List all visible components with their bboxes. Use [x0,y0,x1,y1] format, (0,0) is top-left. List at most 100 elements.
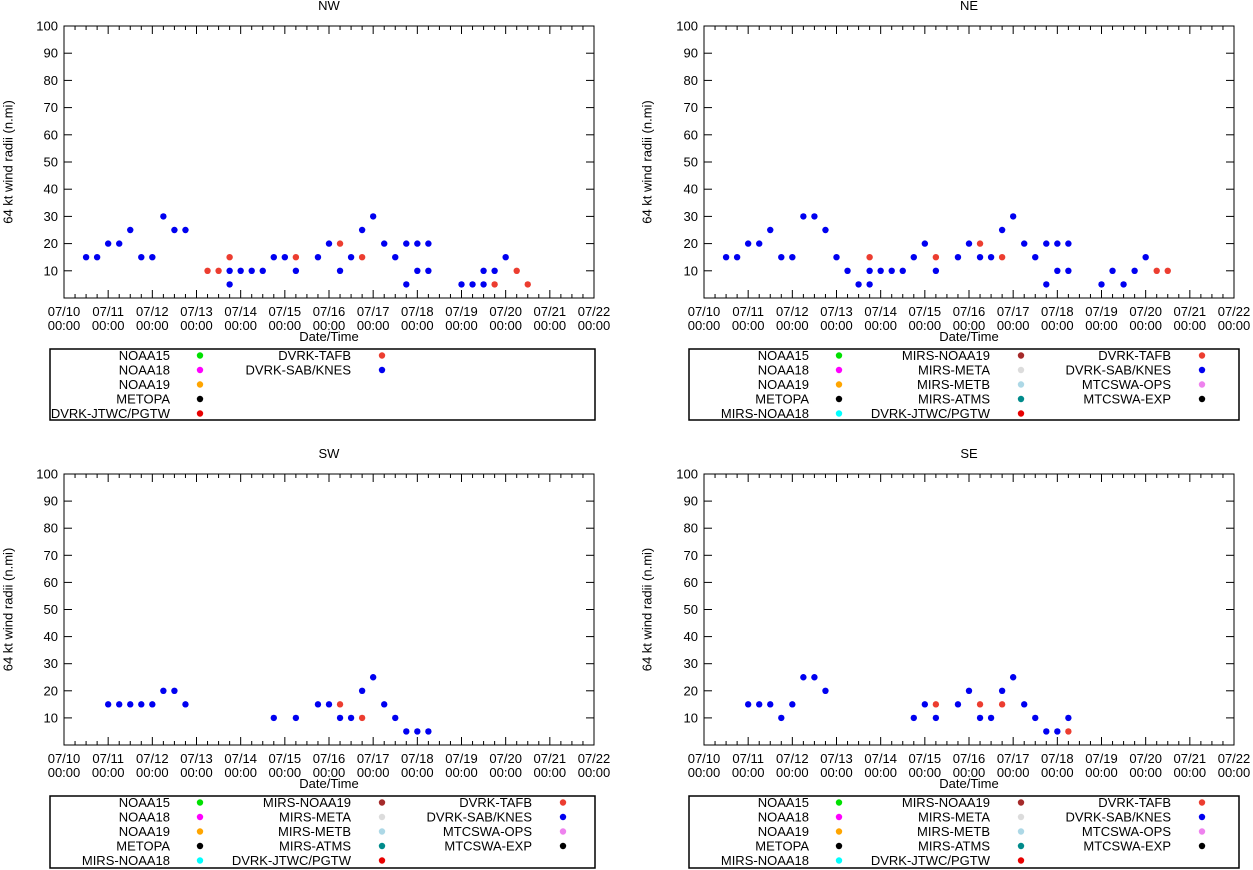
legend-entry: NOAA18 [119,810,204,825]
data-point [965,687,973,694]
data-point [778,254,785,261]
x-tick-date: 07/18 [401,751,434,766]
legend-marker [835,842,843,850]
y-tick-label: 40 [44,629,58,644]
data-point [1131,267,1138,274]
legend-label: NOAA15 [758,795,809,810]
legend-label: MIRS-METB [917,377,990,392]
x-tick-time: 00:00 [688,765,721,780]
x-tick-time: 00:00 [776,765,809,780]
y-tick-label: 10 [684,263,698,278]
axis-ticks [63,473,595,745]
data-point [127,701,134,708]
data-point [259,267,266,274]
legend-label: METOPA [116,839,170,854]
chart-panel-sw: SW 64 kt wind radii (n.mi) Date/Time 10 20 30… [1,446,611,869]
x-tick-date: 07/17 [997,304,1030,319]
x-tick-date: 07/10 [48,304,81,319]
data-point [171,226,178,234]
legend-marker [1017,395,1025,403]
x-tick-date: 07/12 [136,304,169,319]
data-point [469,281,476,288]
x-tick-time: 00:00 [820,765,853,780]
y-tick-label: 30 [44,209,58,224]
data-point [116,701,123,708]
data-point [932,714,940,722]
data-point [1043,728,1050,735]
data-points [82,213,531,288]
y-tick-label: 60 [44,127,58,142]
legend-marker [1198,395,1206,403]
legend-marker [196,857,204,864]
data-point [1009,674,1017,681]
data-point [756,240,763,247]
x-tick-date: 07/22 [578,751,611,766]
legend-entry: METOPA [755,839,843,854]
plot-frame [703,473,1235,746]
x-tick-time: 00:00 [688,318,721,333]
data-point [237,267,244,274]
data-point [1021,240,1028,247]
x-tick-time: 00:00 [357,318,390,333]
legend-label: DVRK-TAFB [278,348,351,363]
y-tick-label: 10 [44,710,58,725]
data-point [480,281,487,288]
y-tick-label: 100 [36,467,58,482]
data-point [270,254,277,261]
legend-marker [835,828,843,835]
legend-marker [1017,366,1025,374]
legend-label: MIRS-METB [917,824,990,839]
legend-label: NOAA15 [758,348,809,363]
x-tick-date: 07/16 [313,304,346,319]
x-tick-date: 07/11 [732,304,764,319]
y-tick-label: 40 [684,629,698,644]
y-tick-label: 80 [44,73,58,88]
legend-marker [1198,842,1206,850]
data-point [138,701,145,708]
data-point [833,254,840,261]
y-tick-label: 60 [44,575,58,590]
x-tick-time: 00:00 [909,765,942,780]
legend-entry: MTCSWA-OPS [443,824,567,839]
data-point [480,267,487,274]
legend-label: MTCSWA-OPS [443,824,532,839]
x-tick-date: 07/18 [1041,751,1074,766]
x-tick-date: 07/14 [224,304,257,319]
data-point [403,728,410,735]
legend-entry: MIRS-NOAA18 [721,853,843,868]
x-tick-time: 00:00 [224,765,257,780]
data-point [1021,701,1028,708]
legend-label: DVRK-TAFB [1098,795,1171,810]
legend-label: DVRK-SAB/KNES [246,363,352,378]
data-point [866,281,873,288]
y-tick-label: 100 [676,467,698,482]
legend-marker [196,799,204,806]
data-point [1043,240,1050,247]
legend-label: MIRS-NOAA19 [902,348,990,363]
data-point [844,267,851,274]
data-point [811,674,818,681]
x-tick-time: 00:00 [92,765,125,780]
data-point [987,254,995,261]
data-point [998,254,1006,261]
x-tick-date: 07/11 [92,304,124,319]
data-point [789,701,796,708]
data-point [932,701,940,708]
legend-label: NOAA18 [758,363,809,378]
x-tick-time: 00:00 [578,765,611,780]
data-point [171,687,178,694]
y-tick-label: 70 [44,100,58,115]
legend-label: NOAA19 [119,377,170,392]
x-tick-date: 07/20 [1129,751,1162,766]
legend-marker [559,842,567,850]
data-point [1032,714,1039,722]
legend-marker [196,410,204,417]
